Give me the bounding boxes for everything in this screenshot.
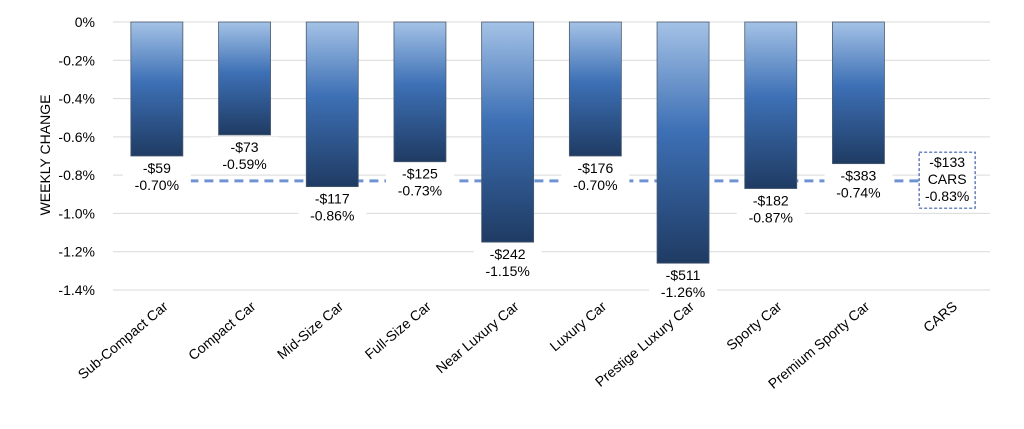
data-label-background [736,190,805,227]
dollar-label: -$176 [577,160,613,176]
data-label-background [473,244,542,281]
percent-label: -1.15% [485,263,529,279]
average-category-label: CARS [928,171,967,187]
data-label-background [649,265,718,302]
dollar-label: -$383 [841,168,877,184]
bar [130,21,184,157]
y-tick-label: -0.6% [58,129,95,145]
y-axis-label: WEEKLY CHANGE [37,95,53,216]
x-tick-label: Sporty Car [723,298,785,353]
dollar-label: -$59 [143,160,171,176]
bar [481,21,535,243]
data-labels: -$59-0.70%-$73-0.59%-$117-0.86%-$125-0.7… [122,136,976,302]
bar [744,21,798,189]
x-tick-label: Near Luxury Car [433,298,522,376]
x-tick-label: Compact Car [185,298,259,363]
x-axis-ticks: Sub-Compact Car Compact Car Mid-Size Car Fu… [75,298,960,392]
x-tick-label: Mid-Size Car [274,298,347,362]
y-tick-label: -0.2% [58,52,95,68]
x-tick-label: CARS [920,298,960,335]
y-tick-label: -0.4% [58,91,95,107]
dollar-label: -$73 [231,139,259,155]
y-axis-ticks: 0% -0.2% -0.4% -0.6% -0.8% -1.0% -1.2% -1.4% [58,14,95,298]
percent-label: -0.74% [836,185,880,201]
bar [832,21,885,165]
percent-label: -0.73% [398,183,442,199]
data-label-background [385,163,454,200]
y-tick-label: -1.2% [58,244,95,260]
y-tick-label: -1.0% [58,205,95,221]
x-tick-label: Full-Size Car [362,298,435,362]
bar [218,21,271,136]
percent-label: -0.86% [310,208,354,224]
y-tick-label: -0.8% [58,167,95,183]
dollar-label: -$242 [490,246,526,262]
dollar-label: -$117 [315,191,350,207]
percent-label: -0.87% [749,210,793,226]
bar [393,21,447,163]
x-tick-label: Luxury Car [547,298,610,354]
dollar-label: -$511 [666,267,701,283]
dollar-label: -$182 [753,193,789,209]
y-tick-label: 0% [75,14,95,30]
bars [130,21,885,264]
percent-label: -0.59% [222,156,266,172]
data-label-background [210,136,279,173]
percent-label: -0.70% [135,177,179,193]
average-dollar-label: -$133 [929,154,965,170]
bar [305,21,359,188]
average-label-box [918,151,976,209]
bar [568,21,622,157]
bar [656,21,710,264]
data-label-background [298,188,367,225]
x-tick-label: Prestige Luxury Car [592,298,697,390]
data-label-background [561,158,630,194]
data-label-background [122,158,191,194]
percent-label: -1.26% [661,284,705,300]
percent-label: -0.70% [573,177,617,193]
data-label-background [824,165,893,202]
dollar-label: -$125 [402,166,438,182]
average-percent-label: -0.83% [925,188,969,204]
y-tick-label: -1.4% [58,282,95,298]
x-tick-label: Sub-Compact Car [75,298,171,382]
